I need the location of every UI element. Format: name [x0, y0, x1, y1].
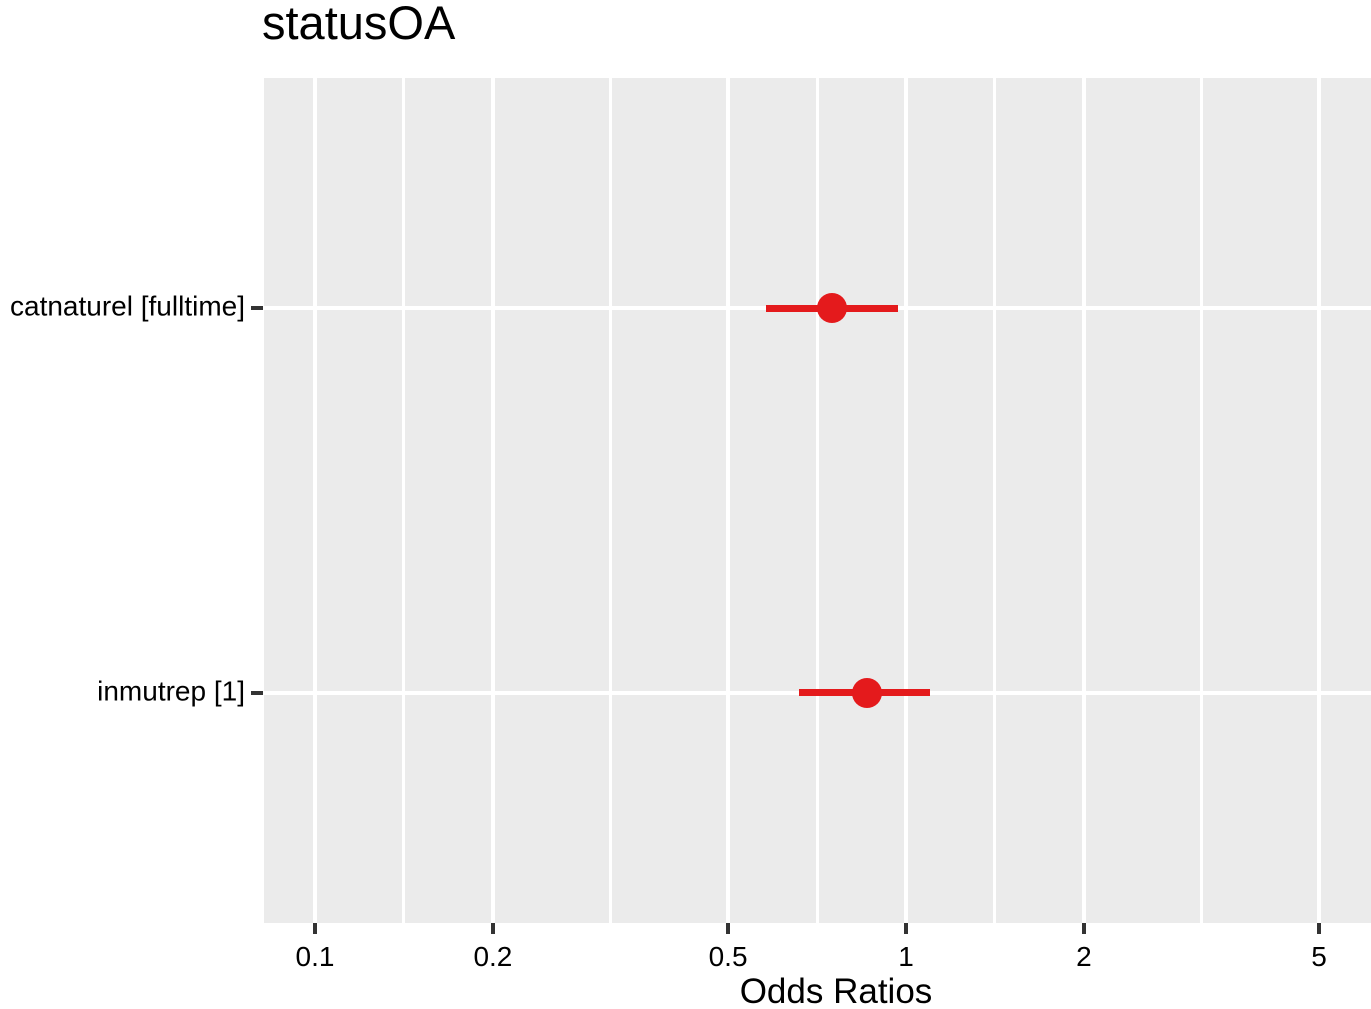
x-axis-tick — [1081, 923, 1086, 934]
x-axis-tick — [313, 923, 317, 934]
minor-gridline-vertical — [1200, 78, 1203, 923]
x-axis-tick — [904, 923, 908, 934]
x-tick-label: 5 — [1311, 941, 1327, 972]
x-tick-label: 0.5 — [708, 941, 748, 972]
major-gridline-vertical — [1317, 78, 1322, 923]
major-gridline-vertical — [490, 78, 495, 923]
minor-gridline-vertical — [993, 78, 997, 923]
y-axis-tick — [251, 690, 263, 695]
x-axis-tick — [490, 923, 495, 934]
minor-gridline-vertical — [402, 78, 406, 923]
y-axis-label: catnaturel [fulltime] — [10, 291, 245, 323]
x-tick-label: 2 — [1076, 941, 1092, 972]
major-gridline-vertical — [726, 78, 731, 923]
point-estimate — [852, 677, 883, 708]
x-axis-tick — [726, 923, 731, 934]
point-estimate — [817, 293, 848, 324]
x-axis-title: Odds Ratios — [739, 972, 933, 1009]
major-gridline-vertical — [1081, 78, 1086, 923]
x-axis-tick — [1317, 923, 1322, 934]
major-gridline-vertical — [904, 78, 908, 923]
minor-gridline-vertical — [609, 78, 612, 923]
y-axis-label: inmutrep [1] — [97, 675, 245, 707]
chart-title: statusOA — [262, 0, 456, 49]
x-tick-label: 0.1 — [295, 941, 335, 972]
y-axis-tick — [251, 306, 263, 311]
x-tick-label: 1 — [898, 941, 914, 972]
major-gridline-vertical — [313, 78, 317, 923]
minor-gridline-vertical — [815, 78, 819, 923]
x-tick-label: 0.2 — [473, 941, 513, 972]
